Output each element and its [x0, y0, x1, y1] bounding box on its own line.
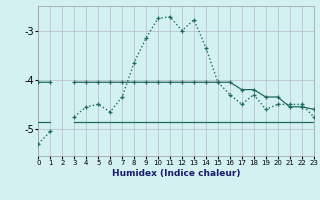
- X-axis label: Humidex (Indice chaleur): Humidex (Indice chaleur): [112, 169, 240, 178]
